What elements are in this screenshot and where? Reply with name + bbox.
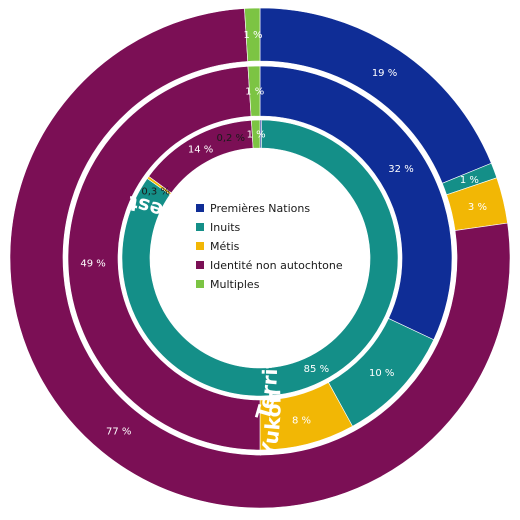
slice-yukon-identite-non-autochtone <box>9 8 511 509</box>
data-label-territoires-du-nord-ouest-identite-non-autochtone: 49 % <box>80 259 105 270</box>
data-label-territoires-du-nord-ouest-multiples: 1 % <box>245 87 264 98</box>
legend-label-multiples: Multiples <box>210 278 260 291</box>
slice-yukon-multiples <box>244 7 261 62</box>
legend-label-premieres-nations: Premières Nations <box>210 202 310 215</box>
data-label-territoires-du-nord-ouest-premieres-nations: 32 % <box>388 164 413 175</box>
chart-data-labels: 19 %1 %3 %77 %1 %32 %10 %8 %49 %1 %0,2 %… <box>80 30 487 438</box>
data-label-nunavut-identite-non-autochtone: 14 % <box>188 145 213 156</box>
legend-label-inuits: Inuits <box>210 221 241 234</box>
slice-nunavut-multiples <box>251 119 261 149</box>
slice-nunavut-inuits <box>121 119 399 397</box>
legend-label-metis: Métis <box>210 240 240 253</box>
slice-territoires-du-nord-ouest-multiples <box>247 65 261 117</box>
chart-rings <box>9 7 511 509</box>
ring-label-nunavut: Nunavut <box>246 279 279 370</box>
data-label-nunavut-metis: 0,3 % <box>141 186 170 197</box>
data-label-territoires-du-nord-ouest-inuits: 10 % <box>369 368 394 379</box>
legend-swatch-identite-non-autochtone <box>196 261 204 269</box>
legend-label-identite-non-autochtone: Identité non autochtone <box>210 259 343 272</box>
slice-territoires-du-nord-ouest-identite-non-autochtone <box>67 66 261 451</box>
data-label-yukon-premieres-nations: 19 % <box>372 68 397 79</box>
data-label-nunavut-premieres-nations: 0,2 % <box>216 133 245 144</box>
data-label-yukon-inuits: 1 % <box>460 175 479 186</box>
legend-swatch-inuits <box>196 223 204 231</box>
data-label-nunavut-inuits: 85 % <box>304 364 329 375</box>
data-label-yukon-metis: 3 % <box>468 202 487 213</box>
data-label-yukon-identite-non-autochtone: 77 % <box>106 427 131 438</box>
legend-swatch-premieres-nations <box>196 204 204 212</box>
slice-territoires-du-nord-ouest-premieres-nations <box>259 65 453 341</box>
data-label-yukon-multiples: 1 % <box>244 30 263 41</box>
chart-legend: Premières Nations Inuits Métis Identité non… <box>196 202 343 291</box>
data-label-nunavut-multiples: 1 % <box>247 130 266 141</box>
legend-swatch-metis <box>196 242 204 250</box>
legend-swatch-multiples <box>196 280 204 288</box>
data-label-territoires-du-nord-ouest-metis: 8 % <box>292 415 311 426</box>
